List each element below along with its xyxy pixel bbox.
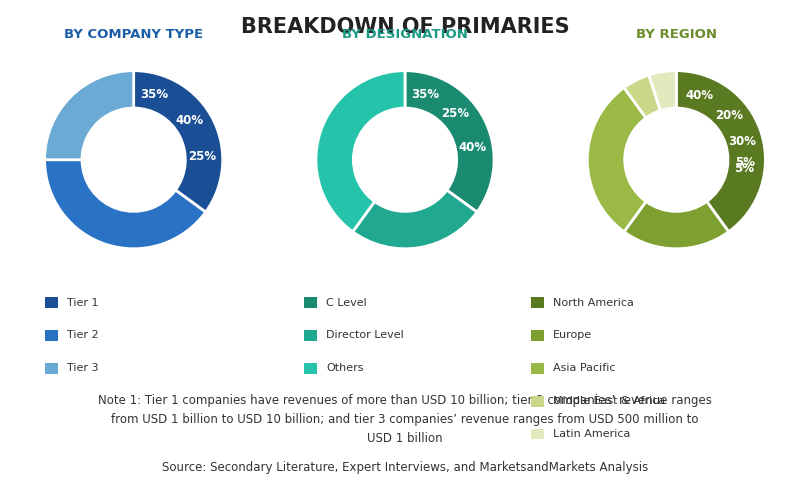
Wedge shape [405, 71, 494, 212]
Text: Latin America: Latin America [553, 429, 631, 439]
Text: 5%: 5% [735, 156, 755, 169]
Text: BY COMPANY TYPE: BY COMPANY TYPE [64, 28, 203, 41]
Text: BY REGION: BY REGION [636, 28, 717, 41]
Circle shape [353, 108, 457, 212]
Wedge shape [587, 88, 646, 232]
Text: 25%: 25% [188, 150, 216, 163]
Text: Europe: Europe [553, 331, 592, 340]
Text: Middle East & Africa: Middle East & Africa [553, 396, 666, 406]
Text: 25%: 25% [441, 107, 470, 120]
Text: 20%: 20% [715, 109, 743, 122]
Text: Tier 2: Tier 2 [67, 331, 99, 340]
Text: BREAKDOWN OF PRIMARIES: BREAKDOWN OF PRIMARIES [241, 17, 569, 37]
Circle shape [625, 108, 728, 212]
Wedge shape [649, 71, 676, 111]
Text: Asia Pacific: Asia Pacific [553, 363, 616, 373]
Text: Tier 3: Tier 3 [67, 363, 99, 373]
Wedge shape [676, 71, 765, 232]
Text: North America: North America [553, 298, 634, 307]
Text: 40%: 40% [458, 141, 487, 154]
Wedge shape [45, 71, 134, 160]
Text: Tier 1: Tier 1 [67, 298, 99, 307]
Wedge shape [45, 160, 206, 249]
Text: 30%: 30% [728, 136, 757, 149]
Text: 35%: 35% [411, 88, 440, 101]
Text: BY DESIGNATION: BY DESIGNATION [342, 28, 468, 41]
Text: 40%: 40% [176, 114, 204, 127]
Wedge shape [352, 190, 477, 249]
Wedge shape [624, 75, 660, 118]
Text: Note 1: Tier 1 companies have revenues of more than USD 10 billion; tier 2 compa: Note 1: Tier 1 companies have revenues o… [98, 394, 712, 445]
Text: 35%: 35% [140, 88, 168, 101]
Text: 5%: 5% [735, 162, 754, 175]
Text: Director Level: Director Level [326, 331, 404, 340]
Wedge shape [134, 71, 223, 212]
Text: 40%: 40% [686, 89, 714, 102]
Wedge shape [316, 71, 405, 232]
Text: C Level: C Level [326, 298, 367, 307]
Wedge shape [624, 201, 729, 249]
Text: Source: Secondary Literature, Expert Interviews, and MarketsandMarkets Analysis: Source: Secondary Literature, Expert Int… [162, 461, 648, 474]
Circle shape [82, 108, 185, 212]
Text: Others: Others [326, 363, 364, 373]
